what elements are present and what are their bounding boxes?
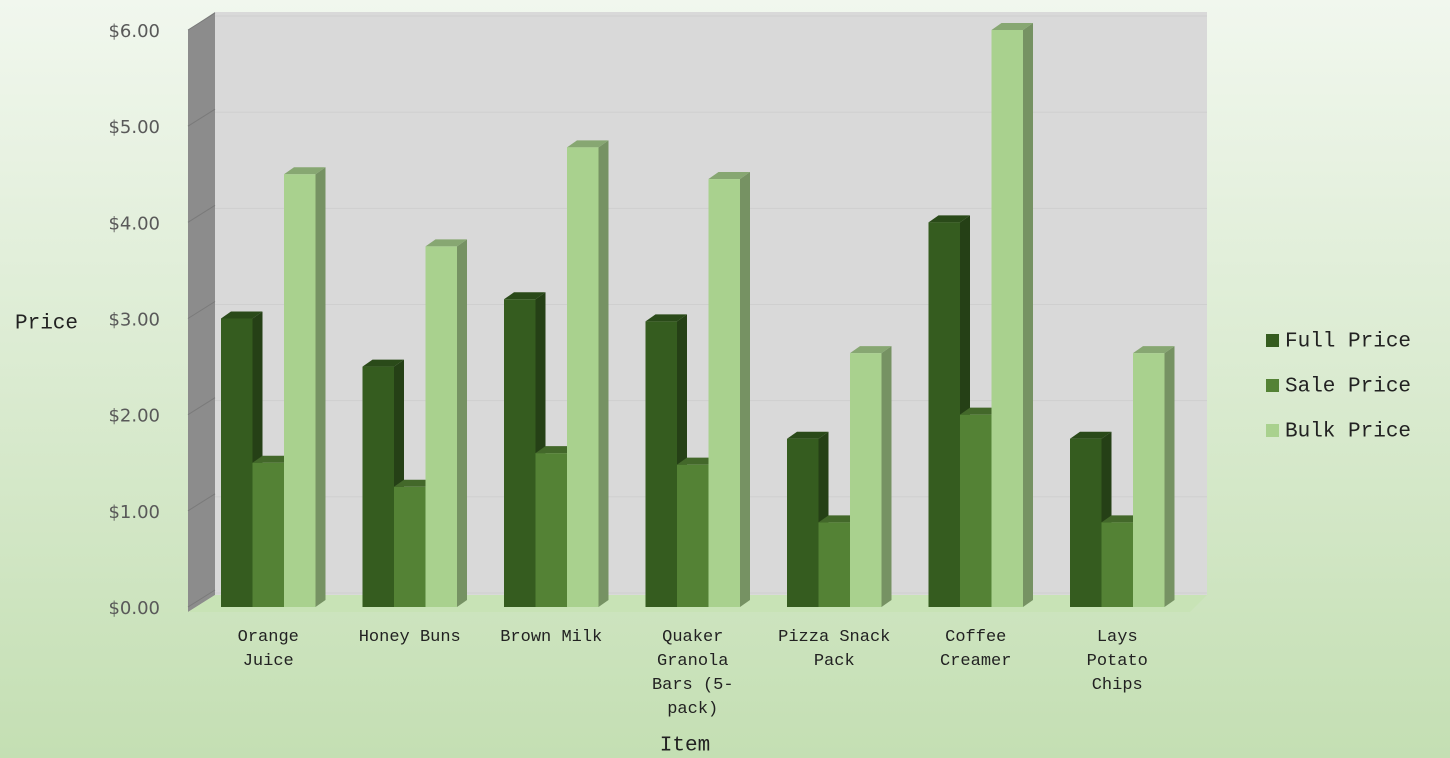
bar-side [1023,23,1033,607]
tick-mark [187,108,216,127]
tick-mark [187,301,216,319]
legend-swatch [1266,334,1279,347]
x-tick-label: Coffee Creamer [940,628,1012,671]
bar-top [221,311,263,319]
bar [284,174,316,607]
bar-top [991,23,1033,30]
bar [362,366,394,607]
bar-top [677,457,719,465]
bar [425,246,457,607]
legend-label: Bulk Price [1285,421,1411,444]
legend-swatch [1266,424,1279,437]
bar-top [1133,346,1175,354]
tick-mark [187,589,216,608]
bar-top [787,431,829,439]
bar-side [1164,346,1175,607]
bar-top [394,479,436,487]
bar [1070,438,1102,607]
bar-top [362,359,404,367]
legend-label: Full Price [1285,331,1411,354]
x-tick-label: Pizza Snack Pack [778,628,891,671]
x-tick-label: Honey Buns [358,628,461,647]
bar-side [740,172,750,607]
x-tick-label: Brown Milk [500,628,603,647]
bar-top [535,446,577,454]
x-tick-label: Orange Juice [237,628,299,671]
bar [787,438,819,607]
bar-top [960,407,1002,415]
bar-side [881,346,892,607]
bar-top [928,215,970,223]
bar-top [252,455,294,463]
x-tick-label: Quaker Granola Bars (5-pack) [651,628,734,719]
y-tick-label: $2.00 [108,406,160,427]
bar [1101,522,1133,607]
tick-mark [187,204,216,223]
legend-label: Sale Price [1285,376,1411,399]
y-tick-label: $3.00 [108,310,160,331]
y-tick-label: $6.00 [108,21,160,42]
bar-top [645,314,687,322]
bar-top [504,292,546,300]
bar-top [818,515,860,523]
bar-side [598,140,609,607]
y-tick-label: $0.00 [108,598,160,619]
y-tick-label: $5.00 [108,117,160,138]
bar [504,299,536,607]
bar [1133,353,1165,607]
bar [535,453,567,607]
x-tick-label: Lays Potato Chips [1086,628,1148,695]
tick-mark [187,493,216,512]
bar [850,353,882,607]
bar [221,318,253,607]
bar [991,30,1023,607]
bar-top [850,346,892,354]
bar [252,462,284,607]
bar [567,147,599,607]
y-tick-label: $1.00 [108,502,160,523]
tick-mark [187,12,216,31]
bar [818,522,850,607]
bar [960,414,992,607]
bar [708,179,740,607]
bar [928,222,960,608]
bar-top [1101,515,1143,523]
bar-side [457,239,467,607]
y-tick-label: $4.00 [108,213,160,234]
bar [394,486,426,607]
bar-top [567,140,609,148]
bar-top [425,239,467,247]
tick-mark [187,397,216,416]
bar-top [1070,431,1112,439]
legend-swatch [1266,379,1279,392]
bar [645,321,677,607]
bar-side [315,167,326,607]
side-wall [188,12,215,612]
x-axis-title: Item [660,735,710,758]
y-axis-title: Price [15,313,78,336]
bar [677,464,709,607]
bar-top [708,172,750,180]
bar-top [284,167,326,175]
